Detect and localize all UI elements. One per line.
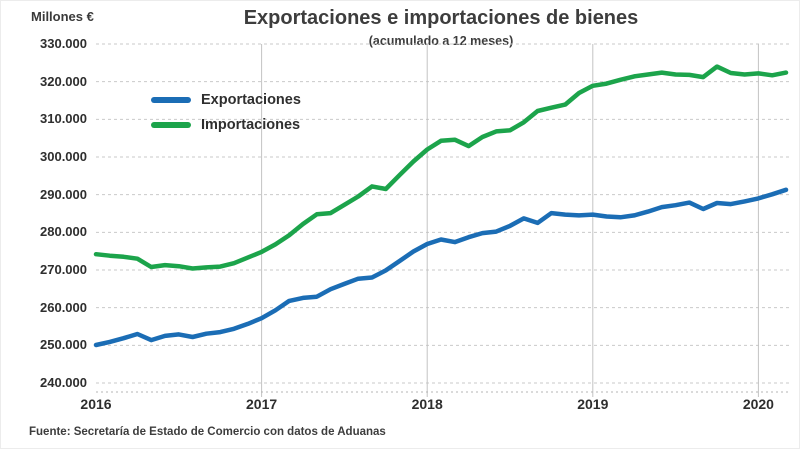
- x-tick-label: 2016: [80, 396, 112, 412]
- importaciones-legend-label: Importaciones: [201, 117, 301, 133]
- exportaciones-legend-swatch: [151, 97, 191, 103]
- chart-title: Exportaciones e importaciones de bienes: [243, 7, 639, 29]
- x-tick-label: 2020: [742, 396, 774, 412]
- y-tick-label: 310.000: [40, 111, 87, 127]
- y-tick-label: 320.000: [40, 73, 87, 89]
- legend-item-exportaciones: Exportaciones: [151, 92, 301, 108]
- y-tick-label: 240.000: [40, 375, 87, 390]
- y-axis-units-label: Millones €: [31, 9, 94, 24]
- exportaciones-legend-label: Exportaciones: [201, 92, 301, 108]
- exportaciones-line: [93, 187, 789, 348]
- y-tick-label: 250.000: [40, 337, 87, 353]
- x-tick-label: 2019: [577, 396, 609, 412]
- importaciones-line: [93, 64, 789, 271]
- y-tick-label: 280.000: [40, 224, 87, 240]
- y-tick-label: 260.000: [40, 299, 87, 315]
- x-tick-label: 2018: [411, 396, 443, 412]
- x-tick-label: 2017: [246, 396, 278, 412]
- y-tick-label: 290.000: [40, 186, 87, 202]
- chart-legend: Exportaciones Importaciones: [151, 92, 301, 142]
- legend-item-importaciones: Importaciones: [151, 117, 301, 133]
- importaciones-legend-swatch: [151, 122, 191, 128]
- y-tick-label: 300.000: [40, 149, 87, 164]
- source-note: Fuente: Secretaría de Estado de Comercio…: [29, 426, 386, 438]
- y-tick-label: 330.000: [40, 36, 87, 51]
- y-tick-label: 270.000: [40, 262, 87, 277]
